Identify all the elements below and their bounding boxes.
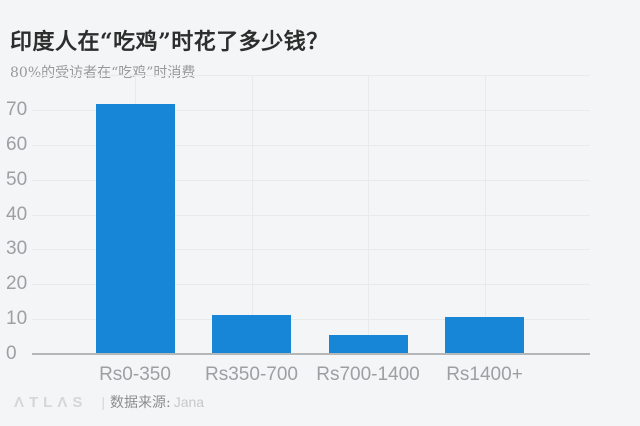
atlas-logo: ΛTLΛS — [14, 393, 88, 411]
x-tick-label-Rs1400+: Rs1400+ — [446, 364, 523, 385]
bar-Rs1400+ — [445, 317, 524, 354]
chart-subtitle: 80%的受访者在“吃鸡”时消费 — [10, 65, 196, 81]
h-gridline-50 — [32, 179, 590, 181]
x-axis-line — [32, 353, 590, 355]
v-gridline-2 — [368, 75, 369, 354]
chart-title: 印度人在“吃鸡”时花了多少钱？ — [10, 29, 329, 55]
x-tick-label-Rs350-700: Rs350-700 — [205, 364, 298, 385]
y-tick-label-30: 30 — [6, 238, 28, 260]
y-tick-label-0: 0 — [6, 343, 17, 364]
y-tick-label-70: 70 — [6, 98, 28, 120]
h-gridline-10 — [32, 319, 590, 321]
source-label: 数据来源: — [109, 395, 171, 411]
footer-divider: | — [101, 394, 105, 410]
x-tick-label-Rs0-350: Rs0-350 — [99, 364, 171, 385]
h-gridline-20 — [32, 284, 590, 286]
y-tick-label-40: 40 — [6, 203, 28, 225]
bar-Rs350-700 — [212, 314, 291, 354]
y-tick-label-10: 10 — [6, 308, 28, 330]
h-gridline-70 — [32, 109, 590, 111]
plot-area — [32, 75, 590, 355]
v-gridline-3 — [484, 75, 486, 354]
v-gridline-1 — [251, 75, 253, 354]
footer: ΛTLΛS | 数据来源: Jana — [14, 392, 204, 412]
h-gridline-40 — [32, 214, 590, 216]
h-gridline-30 — [32, 249, 590, 251]
y-tick-label-60: 60 — [6, 133, 28, 155]
y-tick-label-50: 50 — [6, 168, 28, 190]
x-tick-label-Rs700-1400: Rs700-1400 — [316, 364, 420, 385]
bar-Rs0-350 — [95, 103, 175, 354]
h-gridline-60 — [32, 144, 590, 146]
y-tick-label-20: 20 — [6, 273, 28, 295]
h-gridline-80 — [32, 75, 590, 76]
source-value: Jana — [173, 394, 205, 410]
bar-Rs700-1400 — [328, 335, 408, 354]
